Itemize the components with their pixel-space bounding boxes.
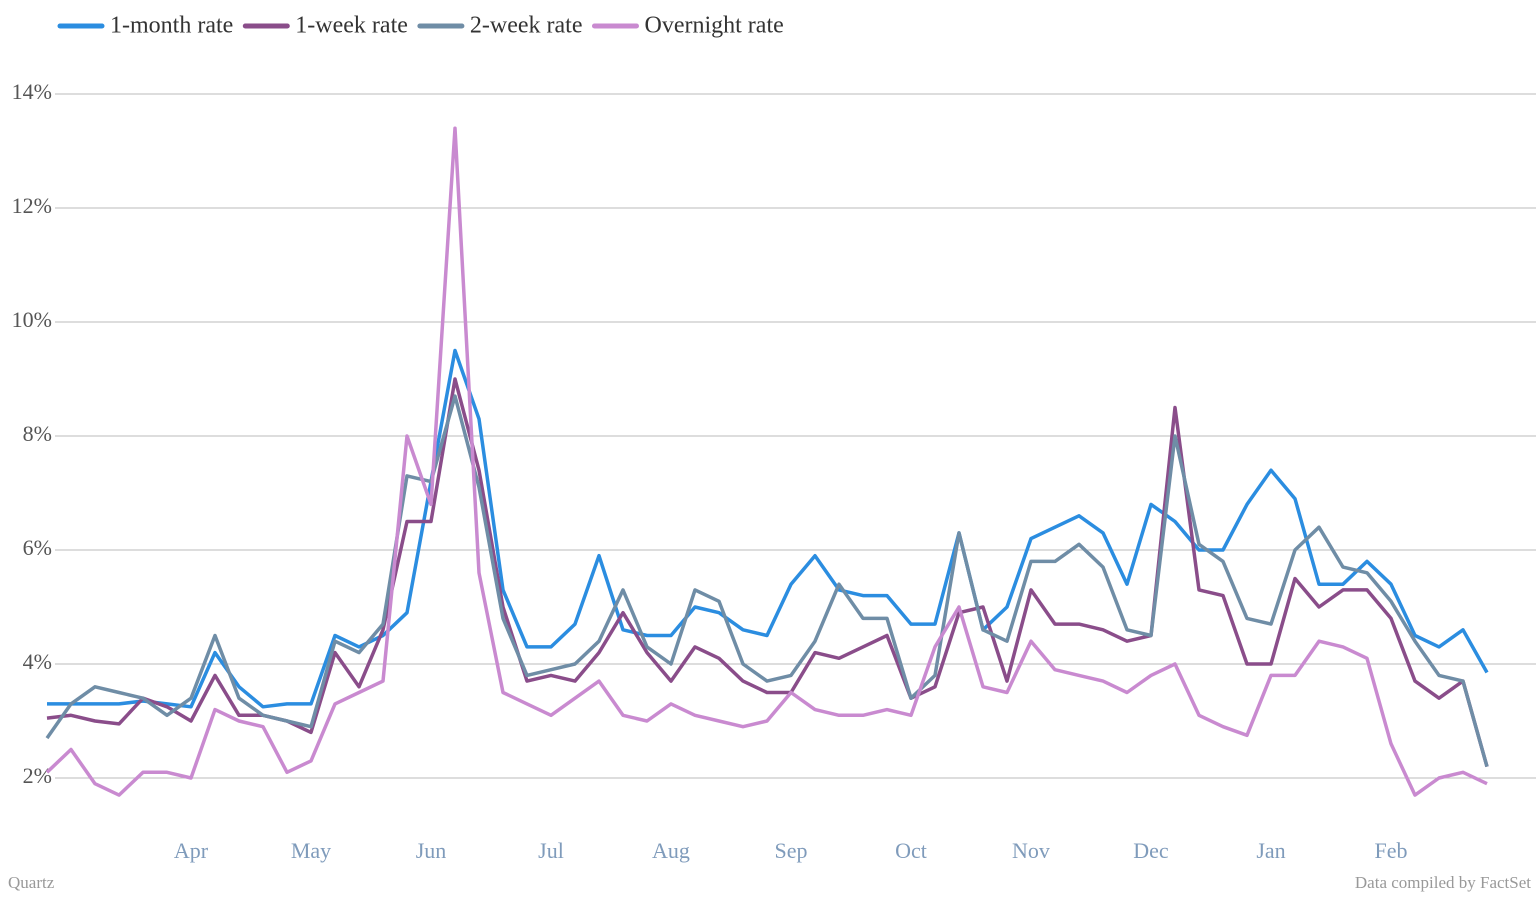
x-tick-label: Jun [416, 838, 447, 863]
x-tick-label: Apr [174, 838, 209, 863]
series-line [47, 348, 1489, 709]
series-line [45, 126, 1488, 797]
x-tick-label: Oct [895, 838, 927, 863]
source-left: Quartz [8, 873, 55, 892]
source-right: Data compiled by FactSet [1355, 873, 1531, 892]
x-tick-label: Nov [1012, 838, 1050, 863]
series-line [45, 394, 1489, 768]
y-tick-label: 6% [23, 535, 52, 560]
x-tick-label: Feb [1375, 838, 1408, 863]
x-tick-label: Dec [1133, 838, 1169, 863]
x-tick-label: May [291, 838, 331, 863]
legend-label: 1-month rate [110, 13, 233, 39]
y-tick-label: 12% [12, 193, 52, 218]
x-tick-label: Jul [538, 838, 564, 863]
legend-label: Overnight rate [644, 13, 783, 39]
x-tick-label: Aug [652, 838, 690, 863]
y-tick-label: 2% [23, 763, 52, 788]
y-tick-label: 14% [12, 79, 52, 104]
x-tick-label: Jan [1256, 838, 1285, 863]
y-tick-label: 4% [23, 649, 52, 674]
x-tick-label: Sep [775, 838, 808, 863]
legend-label: 1-week rate [295, 13, 408, 39]
y-tick-label: 10% [12, 307, 52, 332]
legend-label: 2-week rate [470, 13, 583, 39]
y-tick-label: 8% [23, 421, 52, 446]
